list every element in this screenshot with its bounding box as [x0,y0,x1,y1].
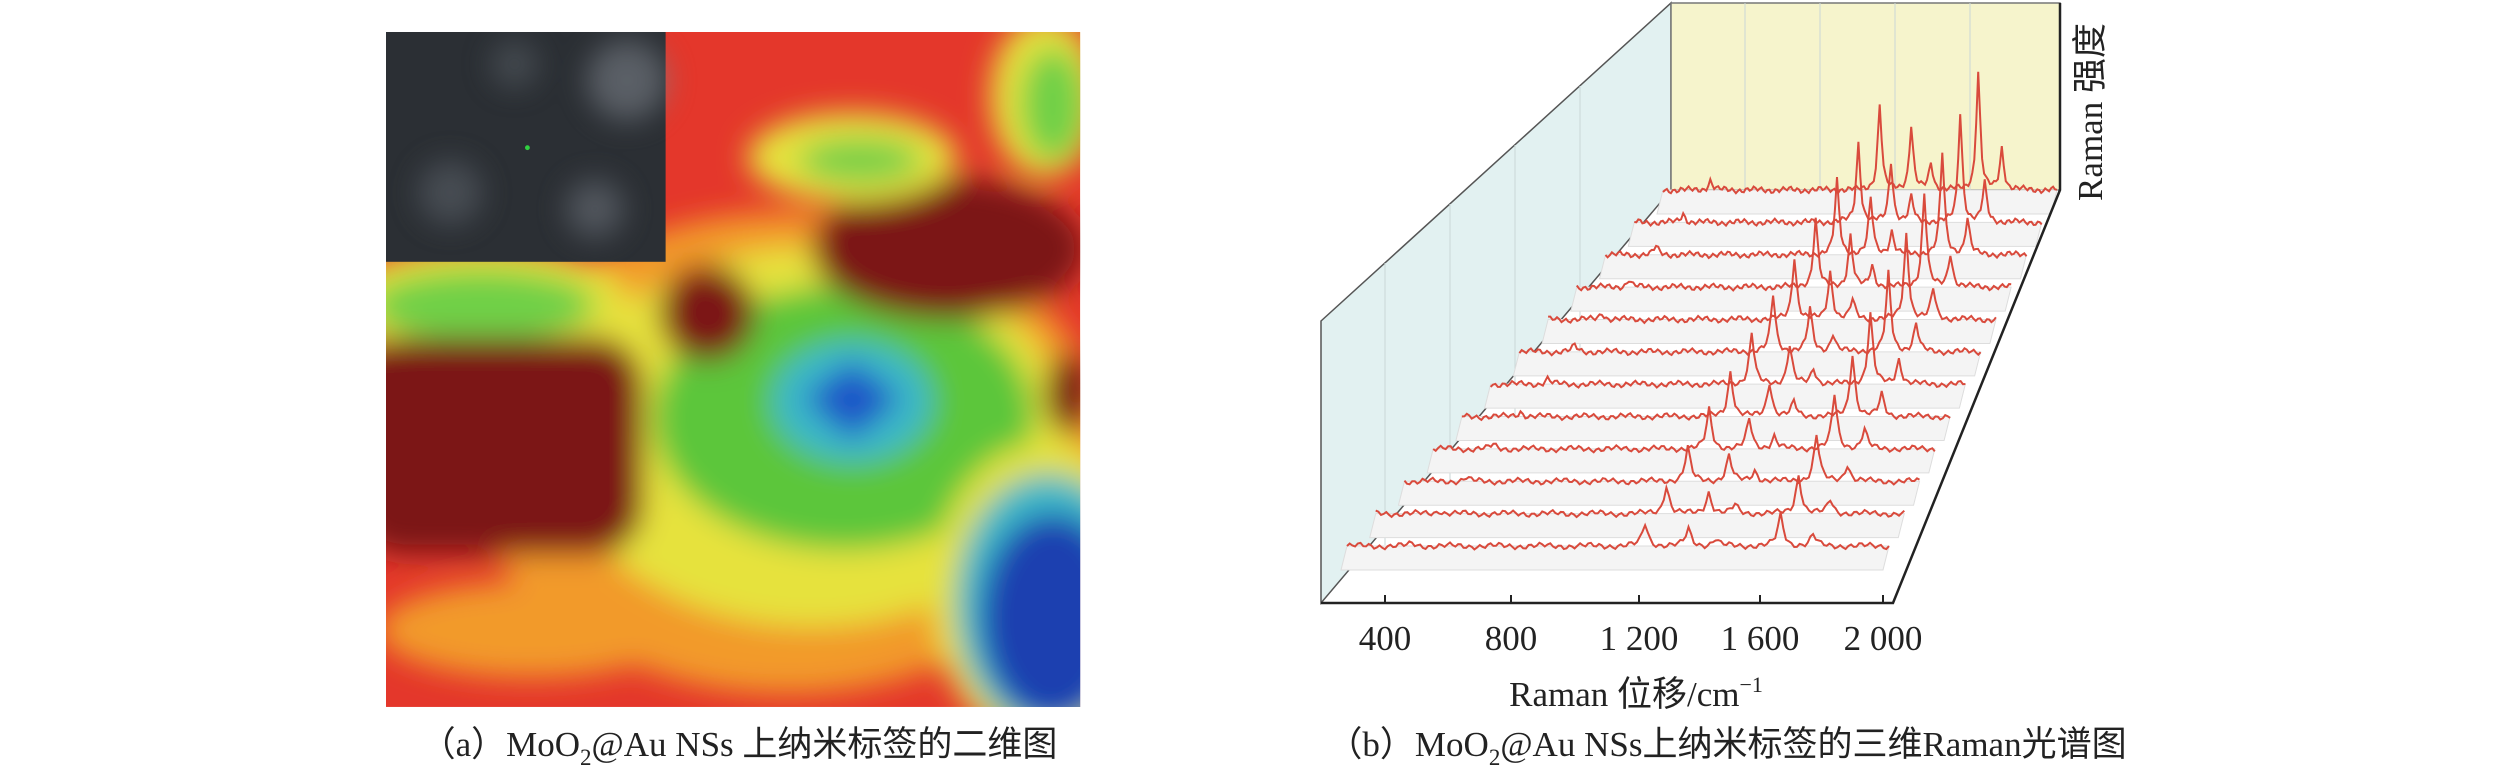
spectrum-line [1403,434,1920,486]
caption-label: （a） [421,725,507,764]
x-axis-label-superscript: −1 [1739,672,1762,697]
spectrum-line [1375,475,1905,519]
caption-text: @Au NSs上纳米标签的三维Raman光谱图 [1500,725,2126,764]
spectrum-floor [1455,416,1951,442]
spectrum-line [1346,512,1890,551]
spectrum-line [1461,355,1951,422]
caption-subscript: 2 [580,745,592,770]
spectrum-line [1604,152,2028,260]
spectrum-floor [1627,221,2043,247]
spectrum-line [1634,114,2043,228]
spectrum-floor [1656,189,2058,215]
spectrum-floor [1369,513,1905,539]
spectrum-floor [1426,448,1936,474]
spectrum-floor [1483,383,1967,409]
x-axis-label: Raman 位移/cm−1 [1509,672,1763,714]
x-axis-label-text: Raman 位移/cm [1509,675,1739,714]
spectra-frame [1320,1,2062,606]
caption-b: （b）MoO2@Au NSs上纳米标签的三维Raman光谱图 [1327,725,2126,770]
heat-map [386,32,1081,707]
spectrum-line [1548,232,1997,325]
x-tick-label: 1 600 [1721,619,1800,658]
x-tick-label: 1 200 [1600,619,1679,658]
y-axis-label: Raman 强度 [2071,23,2110,201]
caption-label: （b） [1327,725,1415,764]
spectrum-line [1662,71,2058,195]
caption-text: MoO [1415,725,1489,764]
x-tick-label: 400 [1359,619,1412,658]
caption-subscript: 2 [1489,745,1501,770]
spectrum-line [1432,394,1936,454]
caption-a: （a）MoO2@Au NSs 上纳米标签的二维图 [421,725,1058,770]
caption-text: MoO [506,725,580,764]
spectrum-line [1575,193,2012,292]
spectrum-floor [1397,480,1921,506]
x-tick-label: 2 000 [1844,619,1923,658]
x-tick-label: 800 [1485,619,1538,658]
caption-text: @Au NSs 上纳米标签的二维图 [592,725,1058,764]
